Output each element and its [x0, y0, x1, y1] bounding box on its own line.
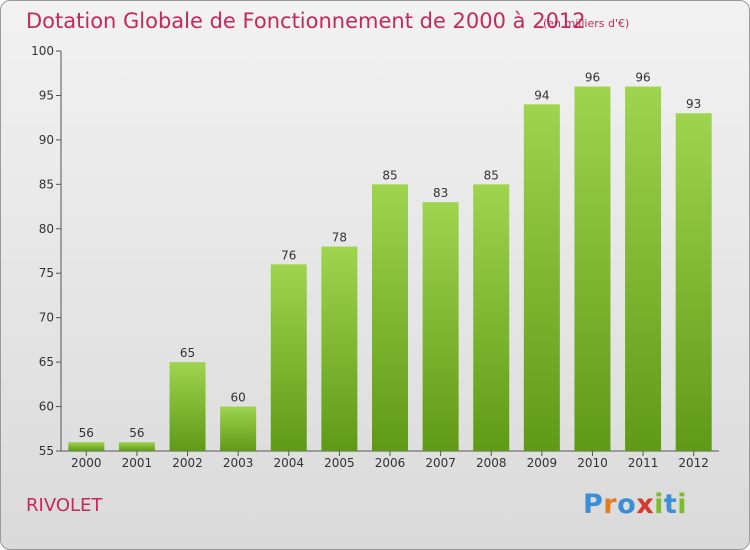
bar — [675, 113, 712, 451]
y-tick-label: 90 — [39, 133, 54, 147]
bar — [169, 362, 206, 451]
x-tick-label: 2001 — [122, 456, 153, 470]
x-tick-label: 2008 — [476, 456, 507, 470]
y-tick-label: 95 — [39, 88, 54, 102]
y-tick-label: 80 — [39, 222, 54, 236]
bar-value-label: 78 — [332, 231, 347, 245]
y-tick-label: 75 — [39, 266, 54, 280]
x-tick-label: 2005 — [324, 456, 355, 470]
bar-value-label: 85 — [484, 168, 499, 182]
logo-letter: o — [617, 489, 637, 520]
y-tick-label: 60 — [39, 400, 54, 414]
logo-letter: P — [583, 489, 604, 520]
y-tick-label: 70 — [39, 311, 54, 325]
bar — [118, 442, 155, 451]
bar-value-label: 56 — [129, 426, 144, 440]
y-tick-label: 100 — [31, 44, 54, 58]
bar — [523, 104, 560, 451]
bar-value-label: 85 — [382, 168, 397, 182]
x-tick-label: 2003 — [223, 456, 254, 470]
bar-value-label: 60 — [231, 391, 246, 405]
x-tick-label: 2010 — [577, 456, 608, 470]
bar — [68, 442, 105, 451]
bar — [422, 202, 459, 451]
bar-value-label: 76 — [281, 248, 296, 262]
bar-value-label: 56 — [79, 426, 94, 440]
bar-value-label: 65 — [180, 346, 195, 360]
chart-subtitle: (en milliers d'€) — [543, 17, 630, 30]
bar-value-label: 96 — [635, 71, 650, 85]
logo-letter: t — [663, 489, 678, 520]
x-tick-label: 2006 — [375, 456, 406, 470]
logo-letter: x — [636, 489, 655, 520]
proxiti-logo[interactable]: Proxiti — [583, 489, 687, 520]
bar — [574, 86, 611, 452]
bar — [372, 184, 408, 452]
bar — [270, 264, 307, 451]
bar — [321, 246, 358, 451]
y-tick-label: 55 — [39, 444, 54, 458]
y-tick-label: 85 — [39, 177, 54, 191]
x-tick-label: 2002 — [172, 456, 203, 470]
chart-title: Dotation Globale de Fonctionnement de 20… — [26, 9, 586, 33]
bar-value-label: 96 — [585, 71, 600, 85]
x-tick-label: 2012 — [678, 456, 709, 470]
bar-value-label: 93 — [686, 97, 701, 111]
commune-name: RIVOLET — [26, 495, 103, 516]
x-tick-label: 2007 — [425, 456, 456, 470]
logo-letter: i — [677, 489, 688, 520]
bar-value-label: 94 — [534, 88, 549, 102]
y-tick-label: 65 — [39, 355, 54, 369]
x-tick-label: 2011 — [628, 456, 659, 470]
logo-letter: r — [603, 489, 618, 520]
bar-value-label: 83 — [433, 186, 448, 200]
bar — [625, 86, 662, 452]
x-tick-label: 2000 — [71, 456, 102, 470]
x-tick-label: 2004 — [273, 456, 304, 470]
bar — [473, 184, 510, 452]
x-tick-label: 2009 — [527, 456, 558, 470]
bar — [220, 406, 257, 451]
logo-letter: i — [654, 489, 664, 520]
